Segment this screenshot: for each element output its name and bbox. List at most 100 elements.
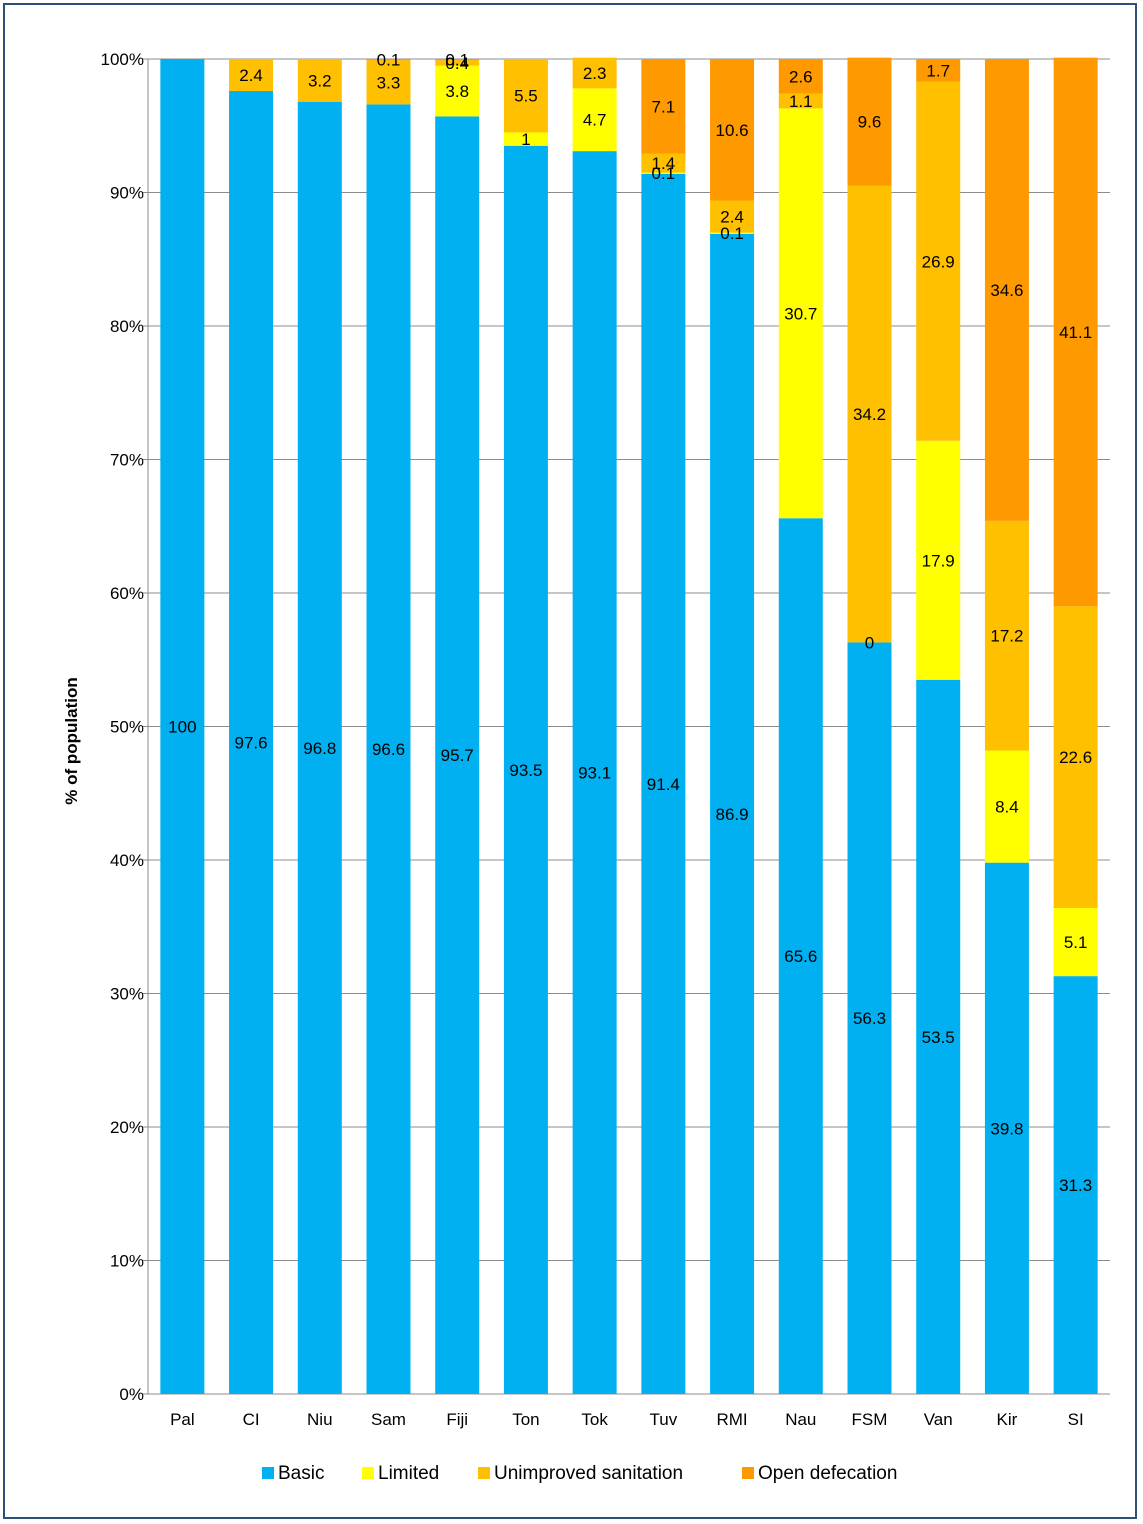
legend-label: Basic — [278, 1463, 324, 1484]
axes: 0% 10% 20% 30% 40% 50% 60% 70% 80% 90% 100% Pal CI Ni… — [101, 50, 1110, 1429]
x-tick-label: SI — [1068, 1410, 1084, 1429]
y-tick-label: 60% — [110, 584, 144, 603]
bar-segment — [778, 93, 823, 109]
bar-segment — [1053, 57, 1098, 607]
data-label: 1.7 — [926, 61, 950, 80]
data-label: 3.2 — [308, 71, 332, 90]
data-label: 22.6 — [1059, 748, 1092, 767]
legend-swatch — [742, 1467, 754, 1479]
data-label: 0.1 — [377, 51, 401, 70]
bar-segment — [916, 679, 961, 1394]
x-tick-label: RMI — [716, 1410, 747, 1429]
y-tick-label: 10% — [110, 1252, 144, 1271]
bars — [160, 57, 1098, 1395]
bar-segment — [1053, 908, 1098, 977]
x-tick-label: Niu — [307, 1410, 333, 1429]
y-tick-label: 90% — [110, 184, 144, 203]
data-label: 34.6 — [990, 281, 1023, 300]
data-label: 86.9 — [716, 805, 749, 824]
bar-segment — [641, 153, 686, 173]
data-label: 0.4 — [445, 54, 469, 73]
x-tick-label: Tuv — [649, 1410, 677, 1429]
bar-segment — [710, 200, 755, 233]
y-tick-label: 50% — [110, 718, 144, 737]
bar-segment — [641, 173, 686, 1394]
data-label: 1 — [521, 130, 530, 149]
data-label: 95.7 — [441, 746, 474, 765]
x-tick-label: Ton — [512, 1410, 539, 1429]
bar-segment — [847, 57, 892, 186]
data-label: 3.8 — [445, 82, 469, 101]
data-label: 7.1 — [652, 97, 676, 116]
data-labels: 10097.62.496.83.296.63.30.195.73.80.40.1… — [168, 51, 1092, 1195]
bar-segment — [984, 520, 1029, 751]
bar-segment — [778, 108, 823, 519]
x-tick-label: FSM — [852, 1410, 888, 1429]
data-label: 96.6 — [372, 740, 405, 759]
data-label: 0.1 — [445, 51, 469, 70]
x-tick-label: CI — [243, 1410, 260, 1429]
y-tick-label: 30% — [110, 985, 144, 1004]
bar-segment — [160, 59, 205, 1394]
data-label: 0.1 — [720, 224, 744, 243]
legend-label: Limited — [378, 1463, 439, 1484]
x-tick-label: Sam — [371, 1410, 406, 1429]
data-label: 5.5 — [514, 87, 538, 106]
bar-segment — [435, 60, 480, 66]
data-label: 34.2 — [853, 405, 886, 424]
legend-label: Open defecation — [758, 1463, 897, 1484]
bar-segment — [916, 440, 961, 680]
data-label: 1.1 — [789, 92, 813, 111]
data-label: 41.1 — [1059, 323, 1092, 342]
bar-segment — [366, 104, 411, 1394]
data-label: 2.6 — [789, 67, 813, 86]
x-tick-label: Nau — [785, 1410, 816, 1429]
bar-segment — [297, 59, 342, 102]
x-tick-label: Kir — [997, 1410, 1018, 1429]
bar-segment — [710, 59, 755, 201]
bar-segment — [366, 59, 411, 61]
bar-segment — [641, 172, 686, 174]
data-label: 4.7 — [583, 111, 607, 130]
data-label: 31.3 — [1059, 1176, 1092, 1195]
bar-segment — [847, 642, 892, 1394]
y-tick-label: 0% — [119, 1385, 144, 1404]
bar-segment — [503, 145, 548, 1394]
x-tick-label: Van — [924, 1410, 953, 1429]
data-label: 91.4 — [647, 775, 680, 794]
data-label: 10.6 — [716, 121, 749, 140]
data-label: 96.8 — [303, 739, 336, 758]
y-tick-label: 40% — [110, 851, 144, 870]
data-label: 97.6 — [235, 734, 268, 753]
legend-label: Unimproved sanitation — [494, 1463, 683, 1484]
data-label: 1.4 — [652, 154, 676, 173]
bar-segment — [503, 132, 548, 146]
data-label: 5.1 — [1064, 933, 1088, 952]
bar-segment — [778, 518, 823, 1394]
legend-swatch — [362, 1467, 374, 1479]
data-label: 53.5 — [922, 1028, 955, 1047]
data-label: 3.3 — [377, 73, 401, 92]
bar-segment — [1053, 606, 1098, 909]
bar-segment — [229, 91, 274, 1394]
bar-segment — [984, 750, 1029, 863]
data-label: 2.3 — [583, 64, 607, 83]
bar-segment — [435, 65, 480, 117]
bar-segment — [916, 59, 961, 82]
data-label: 93.1 — [578, 764, 611, 783]
data-label: 65.6 — [784, 947, 817, 966]
bar-segment — [572, 88, 617, 152]
x-tick-label: Tok — [581, 1410, 608, 1429]
y-tick-label: 20% — [110, 1118, 144, 1137]
data-label: 8.4 — [995, 798, 1019, 817]
bar-segment — [984, 862, 1029, 1394]
data-label: 9.6 — [858, 113, 882, 132]
x-tick-label: Pal — [170, 1410, 195, 1429]
legend-swatch — [478, 1467, 490, 1479]
data-label: 26.9 — [922, 252, 955, 271]
y-tick-label: 70% — [110, 451, 144, 470]
data-label: 17.9 — [922, 551, 955, 570]
bar-segment — [984, 59, 1029, 521]
bar-segment — [710, 232, 755, 234]
